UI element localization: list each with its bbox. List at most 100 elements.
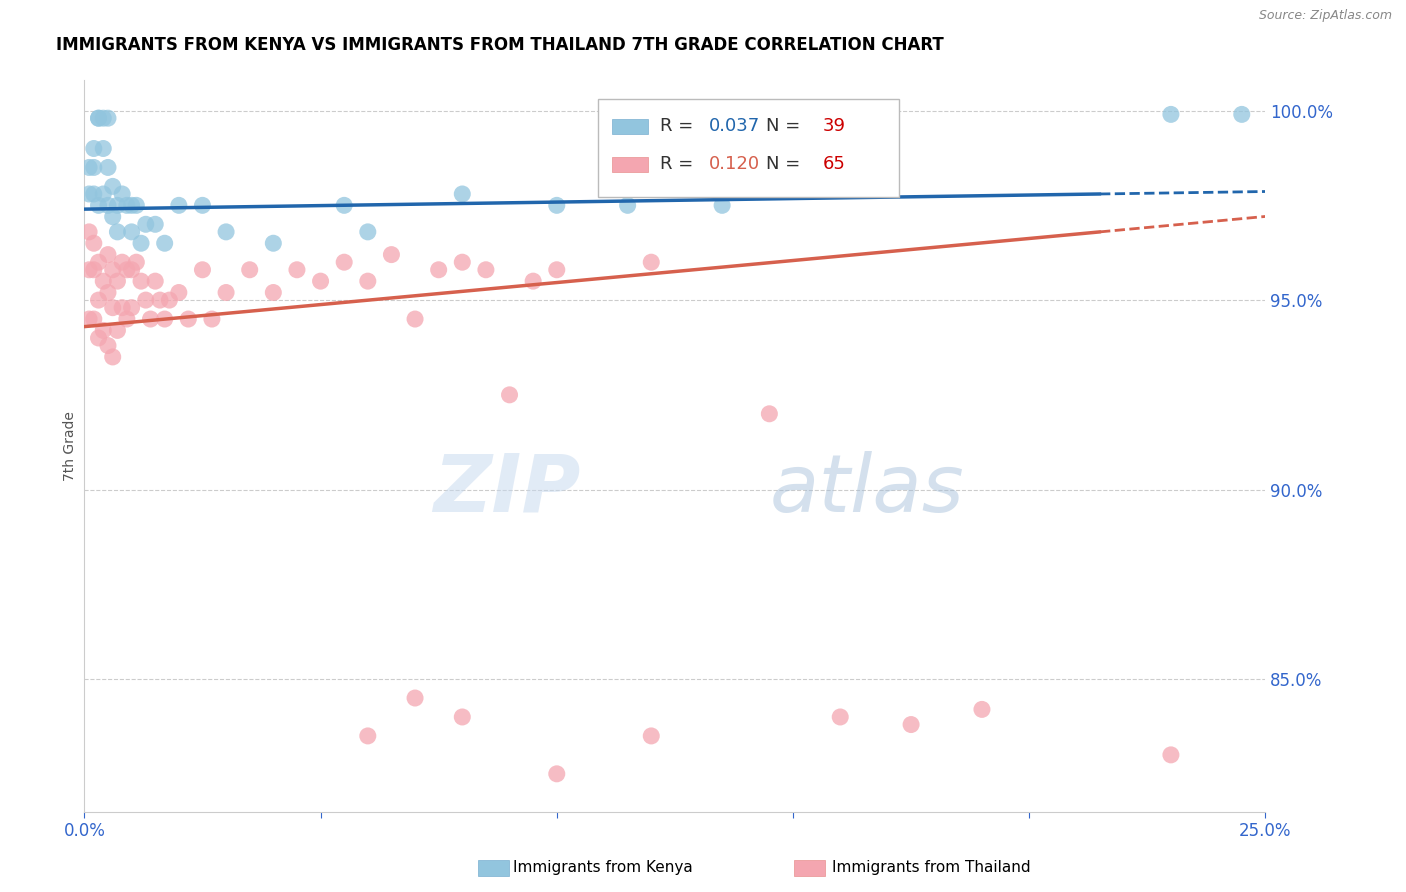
Point bbox=[333, 198, 356, 212]
Point bbox=[215, 285, 238, 300]
Point bbox=[711, 198, 734, 212]
Point bbox=[101, 350, 124, 364]
Point bbox=[201, 312, 224, 326]
Point bbox=[616, 107, 638, 121]
Point bbox=[285, 262, 308, 277]
Point bbox=[135, 217, 157, 231]
Point bbox=[129, 274, 152, 288]
Point bbox=[616, 198, 638, 212]
Point bbox=[97, 111, 120, 125]
Point bbox=[83, 186, 105, 201]
Point bbox=[121, 198, 143, 212]
Point bbox=[83, 312, 105, 326]
Point bbox=[121, 225, 143, 239]
Point bbox=[143, 217, 166, 231]
Text: IMMIGRANTS FROM KENYA VS IMMIGRANTS FROM THAILAND 7TH GRADE CORRELATION CHART: IMMIGRANTS FROM KENYA VS IMMIGRANTS FROM… bbox=[56, 36, 943, 54]
Point bbox=[475, 262, 498, 277]
Point bbox=[451, 186, 474, 201]
Point bbox=[97, 285, 120, 300]
Point bbox=[309, 274, 332, 288]
Text: N =: N = bbox=[766, 155, 806, 173]
Point bbox=[115, 262, 138, 277]
Point bbox=[83, 161, 105, 175]
Point bbox=[830, 710, 852, 724]
Point bbox=[191, 198, 214, 212]
Point bbox=[107, 225, 129, 239]
Bar bbox=[612, 157, 648, 171]
Point bbox=[87, 111, 110, 125]
Point bbox=[451, 255, 474, 269]
Point bbox=[111, 301, 134, 315]
Point bbox=[97, 161, 120, 175]
Point bbox=[427, 262, 450, 277]
Point bbox=[97, 338, 120, 352]
Text: R =: R = bbox=[659, 155, 699, 173]
Point bbox=[357, 274, 380, 288]
Point bbox=[101, 210, 124, 224]
Point bbox=[758, 407, 780, 421]
Text: R =: R = bbox=[659, 118, 699, 136]
Point bbox=[77, 312, 100, 326]
Point bbox=[125, 198, 148, 212]
Text: ZIP: ZIP bbox=[433, 450, 581, 529]
Point bbox=[115, 312, 138, 326]
Point bbox=[83, 141, 105, 155]
Point bbox=[87, 331, 110, 345]
Point bbox=[404, 312, 426, 326]
Point bbox=[107, 323, 129, 337]
Point bbox=[107, 274, 129, 288]
Point bbox=[970, 702, 993, 716]
Point bbox=[87, 111, 110, 125]
Point bbox=[900, 717, 922, 731]
Point bbox=[111, 255, 134, 269]
Point bbox=[135, 293, 157, 307]
Point bbox=[91, 274, 114, 288]
Text: Immigrants from Kenya: Immigrants from Kenya bbox=[513, 861, 693, 875]
Point bbox=[357, 729, 380, 743]
Point bbox=[1230, 107, 1253, 121]
Point bbox=[91, 323, 114, 337]
Text: atlas: atlas bbox=[769, 450, 965, 529]
Text: 0.120: 0.120 bbox=[709, 155, 761, 173]
Point bbox=[522, 274, 544, 288]
Point bbox=[115, 198, 138, 212]
Point bbox=[357, 225, 380, 239]
Point bbox=[1160, 747, 1182, 762]
Point bbox=[101, 301, 124, 315]
Point bbox=[143, 274, 166, 288]
Point bbox=[121, 262, 143, 277]
Text: Immigrants from Thailand: Immigrants from Thailand bbox=[832, 861, 1031, 875]
Y-axis label: 7th Grade: 7th Grade bbox=[63, 411, 77, 481]
Point bbox=[111, 186, 134, 201]
Point bbox=[91, 111, 114, 125]
Point bbox=[77, 262, 100, 277]
Point bbox=[101, 262, 124, 277]
Text: 65: 65 bbox=[823, 155, 845, 173]
Point bbox=[1160, 107, 1182, 121]
Point bbox=[101, 179, 124, 194]
Bar bbox=[598, 99, 900, 197]
Point bbox=[139, 312, 162, 326]
Point bbox=[91, 186, 114, 201]
Point bbox=[91, 141, 114, 155]
Point bbox=[153, 236, 176, 251]
Point bbox=[153, 312, 176, 326]
Point bbox=[546, 262, 568, 277]
Point bbox=[77, 225, 100, 239]
Point bbox=[451, 710, 474, 724]
Point bbox=[83, 236, 105, 251]
Point bbox=[129, 236, 152, 251]
Point bbox=[83, 262, 105, 277]
Point bbox=[177, 312, 200, 326]
Text: Source: ZipAtlas.com: Source: ZipAtlas.com bbox=[1258, 9, 1392, 22]
Text: 39: 39 bbox=[823, 118, 845, 136]
Bar bbox=[612, 119, 648, 134]
Point bbox=[262, 285, 284, 300]
Point bbox=[157, 293, 180, 307]
Point bbox=[87, 198, 110, 212]
Point bbox=[191, 262, 214, 277]
Point bbox=[640, 255, 662, 269]
Point bbox=[87, 293, 110, 307]
Point bbox=[167, 285, 190, 300]
Point bbox=[125, 255, 148, 269]
